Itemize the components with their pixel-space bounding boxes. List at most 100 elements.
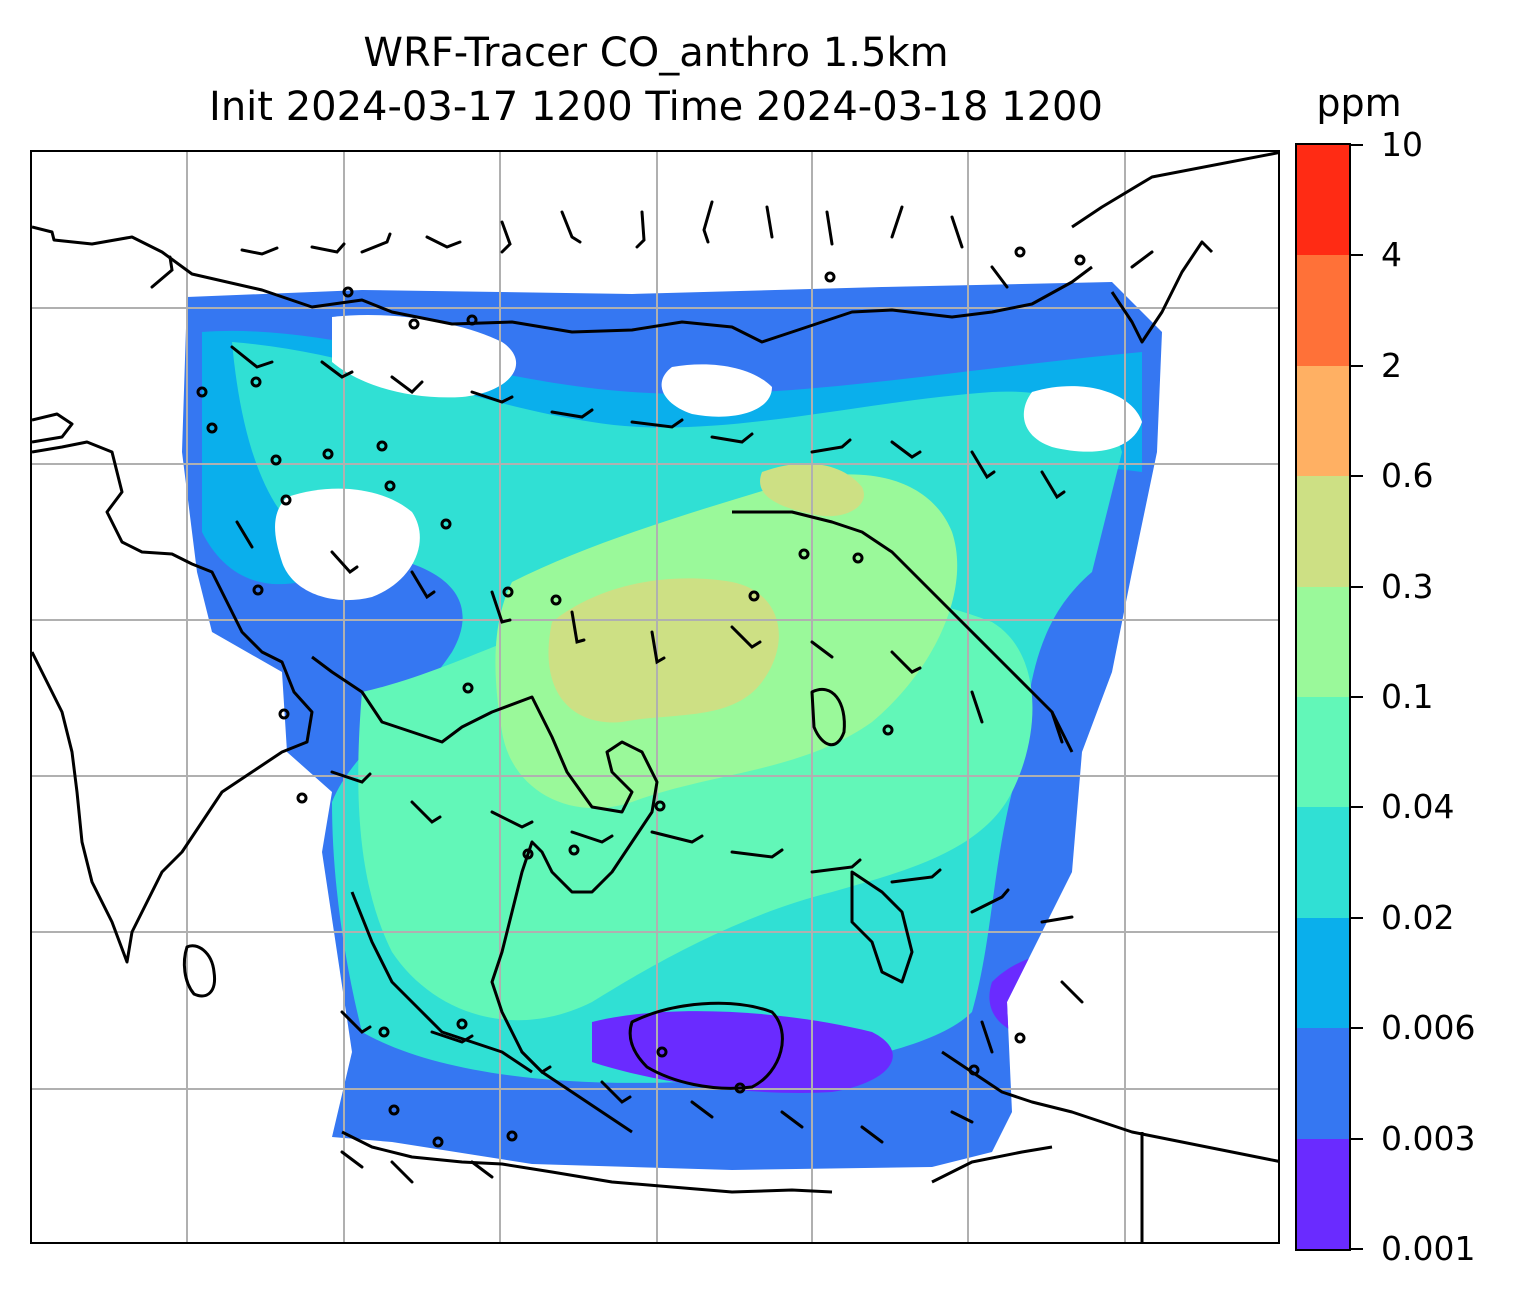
wind-barb bbox=[490, 590, 512, 624]
wind-barb bbox=[650, 830, 704, 844]
wind-barb bbox=[1050, 710, 1064, 744]
calm-wind-marker bbox=[280, 494, 292, 506]
wind-barb bbox=[810, 438, 852, 454]
wind-barb bbox=[430, 1030, 474, 1044]
wind-barb bbox=[765, 205, 774, 239]
colorbar-tick-mark bbox=[1351, 806, 1363, 809]
colorbar-segment bbox=[1297, 144, 1349, 256]
wind-barb bbox=[970, 888, 1010, 914]
colorbar-unit-label: ppm bbox=[1316, 81, 1402, 125]
wind-barb bbox=[410, 800, 442, 824]
colorbar-tick-label: 0.6 bbox=[1381, 456, 1434, 496]
calm-wind-marker bbox=[462, 682, 474, 694]
wind-barb bbox=[690, 1100, 714, 1119]
wind-barb bbox=[570, 610, 586, 644]
calm-wind-marker bbox=[824, 271, 836, 283]
calm-wind-marker bbox=[378, 1026, 390, 1038]
calm-wind-marker bbox=[502, 586, 514, 598]
calm-wind-marker bbox=[656, 1046, 668, 1058]
calm-wind-marker bbox=[342, 286, 354, 298]
wind-barb bbox=[330, 550, 359, 574]
calm-wind-marker bbox=[466, 314, 478, 326]
calm-wind-marker bbox=[270, 454, 282, 466]
colorbar-segment bbox=[1297, 1027, 1349, 1139]
calm-wind-marker bbox=[522, 848, 534, 860]
gap-north-central bbox=[661, 364, 772, 417]
colorbar-tick-label: 4 bbox=[1381, 235, 1402, 275]
wind-barb bbox=[235, 520, 254, 549]
wind-barb bbox=[950, 1110, 974, 1124]
calm-wind-marker bbox=[440, 518, 452, 530]
calm-wind-marker bbox=[1014, 246, 1026, 258]
colorbar-segment bbox=[1297, 806, 1349, 918]
colorbar-tick-label: 0.001 bbox=[1381, 1229, 1476, 1268]
calm-wind-marker bbox=[1074, 254, 1086, 266]
calm-wind-marker bbox=[322, 448, 334, 460]
calm-wind-marker bbox=[250, 376, 262, 388]
calm-wind-marker bbox=[748, 590, 760, 602]
coastline-gulf bbox=[32, 412, 74, 444]
coastline-india bbox=[32, 440, 314, 964]
calm-wind-marker bbox=[376, 440, 388, 452]
colorbar-tick-mark bbox=[1351, 585, 1363, 588]
wind-barb bbox=[1130, 250, 1154, 269]
colorbar-segment bbox=[1297, 586, 1349, 697]
wind-barb bbox=[780, 1110, 804, 1129]
map-title-line1: WRF-Tracer CO_anthro 1.5km bbox=[363, 30, 949, 76]
coastline-new-guinea bbox=[941, 1050, 1278, 1163]
field-level-0.001-south bbox=[592, 1011, 893, 1093]
wind-barb bbox=[702, 200, 714, 244]
calm-wind-marker bbox=[384, 480, 396, 492]
wind-barb bbox=[970, 690, 984, 724]
wind-barb bbox=[635, 210, 646, 249]
calm-wind-marker bbox=[550, 594, 562, 606]
wind-barb bbox=[825, 210, 834, 246]
coastline-sri-lanka bbox=[182, 944, 217, 998]
wind-barb bbox=[810, 640, 834, 659]
wind-barb bbox=[890, 440, 922, 459]
coastline-far-north bbox=[1071, 152, 1278, 229]
colorbar-tick-label: 0.1 bbox=[1381, 677, 1434, 716]
wind-barb bbox=[730, 625, 762, 649]
wind-barb bbox=[980, 1020, 994, 1054]
wind-barb bbox=[470, 1160, 494, 1179]
colorbar-tick-mark bbox=[1351, 364, 1363, 367]
calm-wind-marker bbox=[506, 1130, 518, 1142]
wind-barb bbox=[330, 770, 372, 784]
coastlines bbox=[32, 152, 1278, 1242]
gap-west bbox=[275, 488, 420, 601]
wind-barb bbox=[360, 232, 392, 254]
wind-barb bbox=[410, 570, 436, 600]
wind-barb bbox=[630, 418, 684, 429]
coastline-java bbox=[341, 1130, 833, 1194]
colorbar-tick-mark bbox=[1351, 475, 1363, 478]
coastline-sumatra bbox=[350, 891, 533, 1074]
wind-barb bbox=[390, 1160, 414, 1184]
map-panel bbox=[30, 150, 1280, 1244]
calm-wind-marker bbox=[1014, 1032, 1026, 1044]
missing-data-gaps bbox=[275, 314, 1142, 601]
colorbar-tick-mark bbox=[1351, 696, 1363, 698]
colorbar-tick-mark bbox=[1351, 254, 1363, 257]
coastline-philippines bbox=[850, 870, 914, 984]
graticule bbox=[32, 152, 1278, 1242]
colorbar-tick-mark bbox=[1351, 144, 1363, 146]
calm-wind-marker bbox=[388, 1104, 400, 1116]
coastline-borneo bbox=[628, 1001, 784, 1090]
colorbar-tick-label: 2 bbox=[1381, 345, 1402, 385]
colorbar-tick-mark bbox=[1351, 1248, 1363, 1250]
calm-wind-marker bbox=[206, 422, 218, 434]
colorbar-tick-label: 0.006 bbox=[1381, 1008, 1476, 1048]
coastline-taiwan bbox=[810, 688, 846, 746]
wind-barb bbox=[950, 215, 964, 249]
colorbar-segment bbox=[1297, 917, 1349, 1029]
wind-barb bbox=[240, 246, 279, 256]
wind-barb bbox=[500, 220, 512, 254]
wind-barb bbox=[310, 242, 346, 254]
calm-wind-marker bbox=[734, 1082, 746, 1094]
wind-barb bbox=[150, 255, 174, 289]
calm-wind-marker bbox=[252, 584, 264, 596]
coastline-north-border bbox=[32, 225, 1093, 344]
wind-barb bbox=[890, 650, 922, 674]
wind-barb bbox=[650, 630, 666, 665]
